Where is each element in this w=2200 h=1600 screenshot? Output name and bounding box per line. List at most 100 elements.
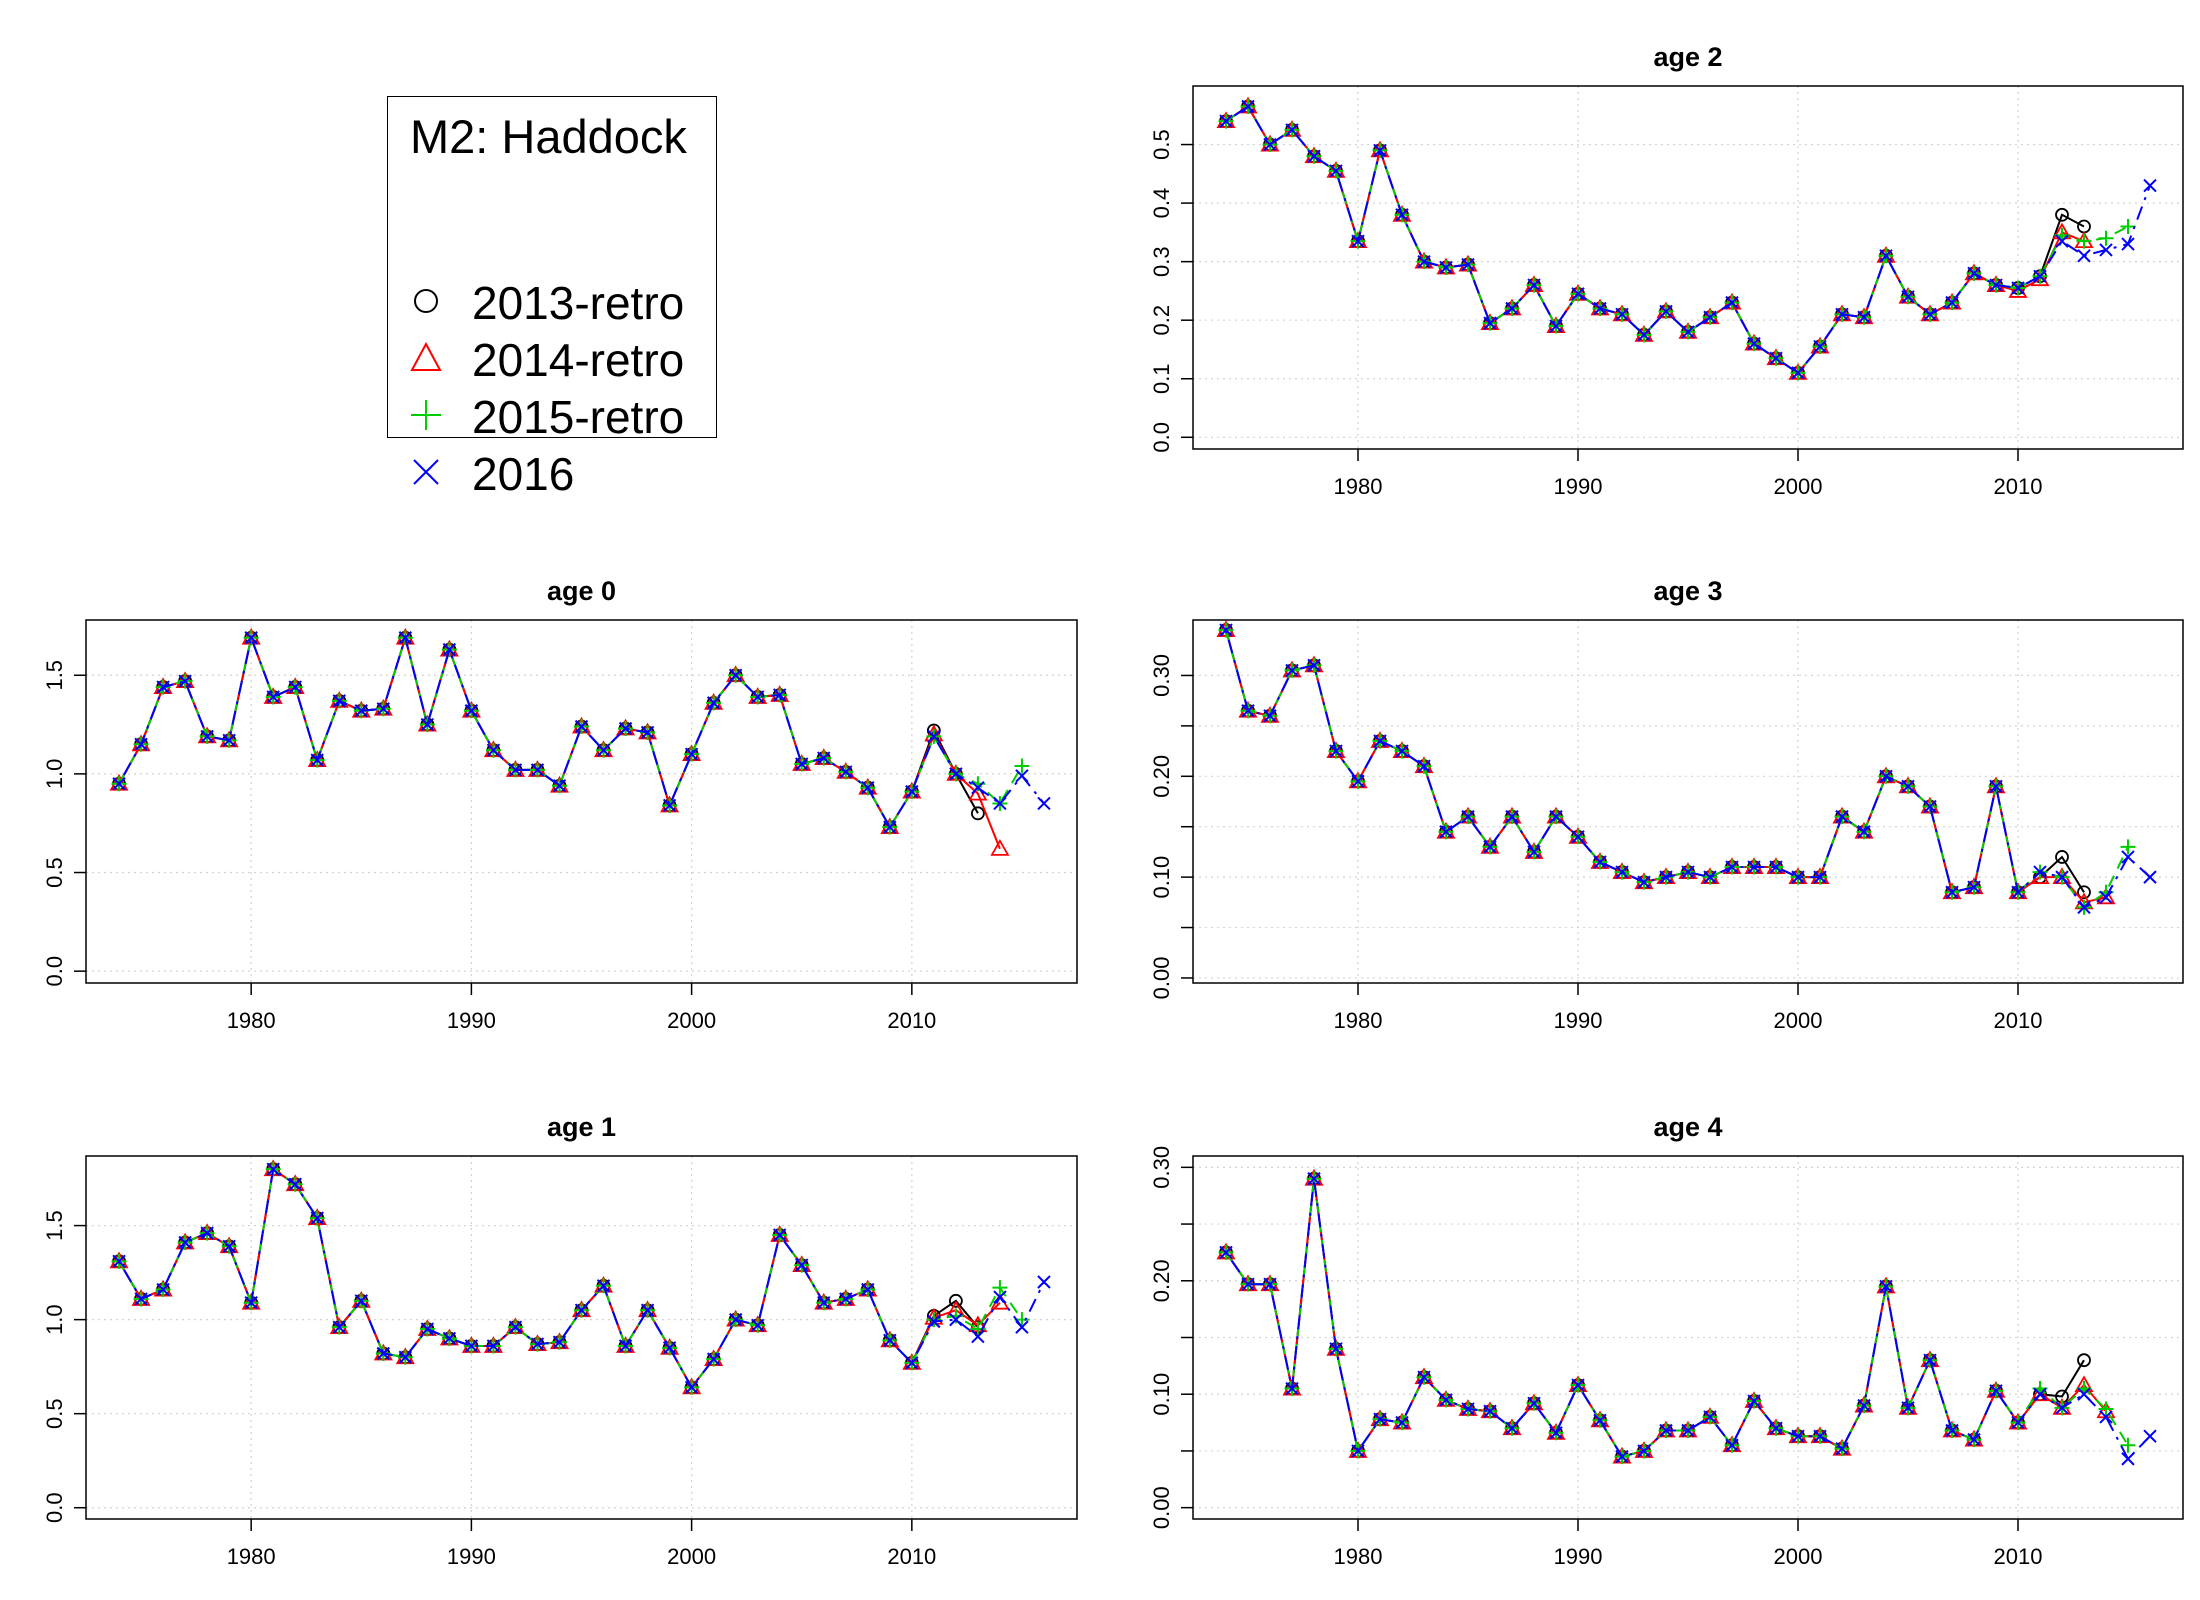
data-point-2016: [839, 1292, 853, 1306]
data-point-2016: [1967, 266, 1981, 281]
x-tick-label: 2000: [667, 1544, 716, 1569]
series-line-2016: [1225, 1178, 2151, 1461]
data-point-2016: [2077, 249, 2091, 263]
x-tick-label: 1980: [227, 1544, 276, 1569]
data-point-2016: [156, 680, 170, 694]
data-point-2016: [1747, 1394, 1761, 1408]
chart-title: age 2: [1653, 42, 1722, 72]
y-tick-label: 0.2: [1149, 305, 1174, 336]
data-point-2016: [2055, 234, 2069, 248]
data-point-2016: [1417, 759, 1431, 773]
data-point-2016: [2143, 178, 2157, 193]
data-point-2016: [1923, 1353, 1937, 1367]
series-line-2015-retro: [1225, 629, 2129, 909]
data-point-2016: [1703, 1410, 1717, 1424]
data-point-2015-retro: [2120, 839, 2136, 855]
data-point-2016: [905, 784, 919, 799]
y-tick-label: 0.20: [1149, 1259, 1174, 1302]
x-tick-label: 1990: [1554, 1544, 1603, 1569]
chart-panel-age-3: age 3 1980 1990 2000 2010 0.00 0.10 0.20 0.30: [1149, 576, 2184, 1033]
data-point-2016: [222, 733, 236, 748]
data-point-2016: [662, 1341, 677, 1355]
data-point-2016: [1329, 164, 1343, 178]
data-point-2016: [1395, 208, 1409, 222]
data-point-2016: [1659, 1423, 1673, 1438]
data-point-2016: [464, 704, 479, 718]
data-point-2013-retro: [971, 806, 985, 821]
data-point-2016: [1395, 744, 1409, 758]
data-point-2016: [310, 1211, 324, 1225]
data-point-2016: [530, 763, 545, 777]
data-point-2016: [1593, 1413, 1607, 1428]
plot-frame: [1192, 619, 2184, 984]
y-tick-label: 1.5: [42, 1210, 67, 1241]
data-point-2016: [508, 763, 523, 777]
data-point-2016: [1615, 865, 1629, 879]
data-point-2016: [2033, 865, 2047, 879]
data-point-2016: [971, 780, 985, 795]
data-point-2015-retro: [1014, 758, 1030, 774]
x-tick-label: 2010: [1994, 1008, 2043, 1033]
data-point-2016: [1307, 658, 1321, 673]
data-point-2016: [750, 1318, 765, 1332]
x-tick-label: 1980: [1334, 1544, 1383, 1569]
legend-label: 2014-retro: [472, 334, 685, 386]
data-point-2016: [2011, 281, 2025, 295]
data-point-2016: [1329, 744, 1343, 758]
data-point-2016: [596, 743, 611, 757]
data-point-2016: [2033, 269, 2047, 283]
data-point-2016: [2077, 900, 2091, 915]
data-point-2016: [772, 688, 787, 702]
data-point-2016: [464, 1339, 479, 1353]
data-point-2016: [1835, 809, 1849, 824]
data-point-2016: [596, 1279, 611, 1293]
data-point-2016: [486, 1339, 501, 1353]
data-point-2016: [574, 719, 589, 734]
plot-frame: [1192, 85, 2184, 450]
data-point-2016: [1373, 143, 1387, 158]
data-point-2016: [1037, 1275, 1051, 1289]
data-point-2015-retro: [2098, 1401, 2114, 1417]
data-point-2013-retro: [2055, 207, 2069, 222]
data-point-2016: [1879, 1279, 1893, 1294]
data-point-2016: [1527, 1396, 1541, 1410]
data-point-2016: [1901, 290, 1915, 304]
data-point-2016: [772, 1228, 787, 1242]
y-tick-label: 0.5: [42, 1398, 67, 1429]
circle-marker-icon: [414, 289, 438, 313]
data-point-2016: [1483, 316, 1497, 330]
data-point-2016: [112, 777, 126, 791]
data-point-2015-retro: [2120, 219, 2136, 235]
data-point-2016: [684, 747, 699, 761]
data-point-2016: [420, 717, 435, 732]
data-point-2016: [1483, 840, 1497, 854]
chart-title: age 3: [1653, 576, 1722, 606]
chart-title: age 0: [547, 576, 616, 606]
data-point-2016: [1015, 1320, 1029, 1334]
y-tick-label: 0.00: [1149, 957, 1174, 1000]
legend-entry-2016: 2016: [388, 446, 718, 502]
data-point-2016: [1791, 1429, 1805, 1443]
data-point-2016: [1527, 278, 1541, 292]
y-tick-label: 0.10: [1149, 856, 1174, 899]
data-point-2016: [1241, 704, 1255, 718]
y-tick-label: 0.5: [42, 857, 67, 888]
chart-title: age 1: [547, 1112, 616, 1142]
data-point-2016: [1329, 1342, 1343, 1356]
x-tick-label: 2010: [1994, 474, 2043, 499]
y-tick-label: 0.10: [1149, 1373, 1174, 1416]
data-point-2016: [1681, 1423, 1695, 1438]
series-line-2015-retro: [118, 634, 1023, 830]
data-point-2016: [1901, 1401, 1915, 1415]
data-point-2016: [1527, 845, 1541, 859]
data-point-2016: [376, 1346, 391, 1361]
data-point-2016: [1351, 774, 1365, 789]
data-point-2016: [1813, 1429, 1827, 1443]
series-line-2013-retro: [118, 634, 979, 830]
data-point-2016: [993, 1290, 1007, 1304]
data-point-2016: [949, 1312, 963, 1327]
data-point-2016: [156, 1282, 170, 1297]
data-point-2016: [2121, 237, 2135, 251]
data-point-2016: [134, 1292, 148, 1306]
